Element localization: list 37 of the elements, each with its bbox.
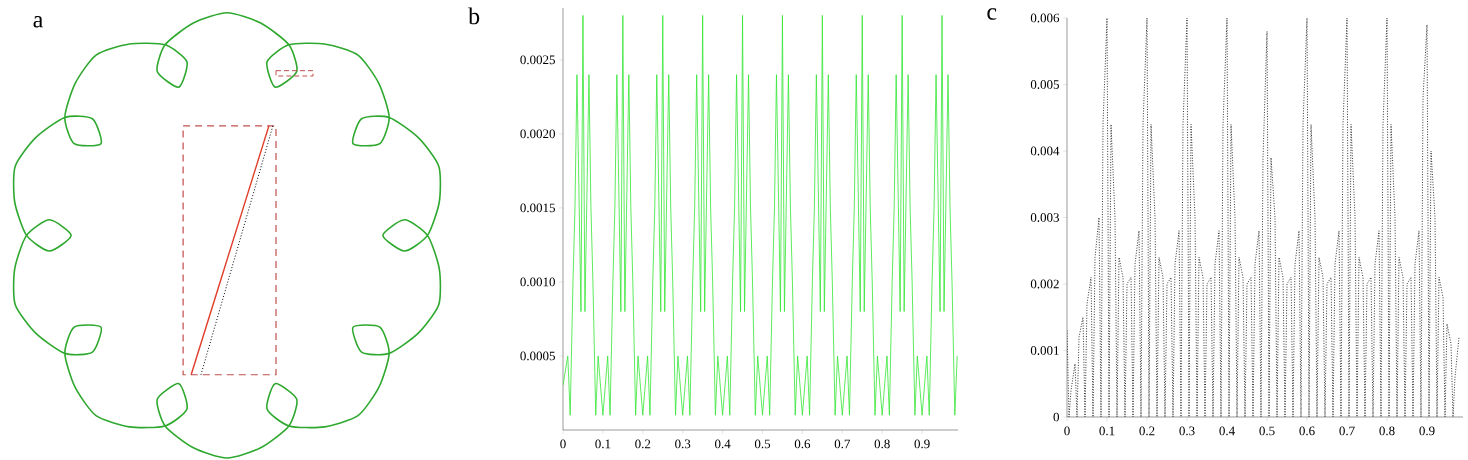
x-tick-label: 0.8	[1379, 426, 1395, 436]
x-tick-label: 0.6	[1299, 426, 1315, 436]
x-tick-label: 0.3	[675, 439, 691, 449]
x-tick-label: 0	[1064, 426, 1070, 436]
x-tick-label: 0.5	[754, 439, 771, 449]
x-tick-label: 0.7	[834, 439, 851, 449]
y-tick-label: 0.001	[1030, 346, 1059, 355]
x-tick-label: 0.2	[1139, 426, 1155, 436]
chart-title: c	[987, 8, 997, 20]
line-series	[563, 15, 958, 416]
x-tick-label: 0.2	[635, 439, 651, 449]
y-tick-label: 0.005	[1030, 80, 1059, 89]
x-tick-label: 0.9	[914, 439, 930, 449]
y-tick-label: 0.002	[1030, 279, 1059, 289]
y-tick-label: 0	[1053, 412, 1059, 422]
x-tick-label: 0.4	[1219, 426, 1235, 436]
x-tick-label: 0.9	[1419, 426, 1435, 436]
x-tick-label: 0.4	[715, 439, 731, 449]
chart-title: b	[468, 7, 480, 25]
x-tick-label: 0.1	[595, 439, 611, 449]
y-tick-label: 0.0015	[520, 203, 555, 213]
x-tick-label: 0.3	[1179, 426, 1195, 436]
x-tick-label: 0.6	[794, 439, 811, 449]
y-tick-label: 0.0025	[520, 55, 555, 65]
x-tick-label: 0.1	[1099, 426, 1115, 436]
y-tick-label: 0.004	[1030, 146, 1060, 156]
x-tick-label: 0.5	[1259, 426, 1275, 436]
x-tick-label: 0.8	[874, 439, 890, 449]
y-tick-label: 0.003	[1030, 213, 1059, 222]
y-tick-label: 0.0010	[520, 277, 555, 287]
x-tick-label: 0.7	[1339, 426, 1355, 436]
line-series	[1067, 18, 1460, 417]
y-tick-label: 0.0020	[520, 129, 555, 139]
y-tick-label: 0.006	[1030, 13, 1060, 23]
x-tick-label: 0	[560, 439, 566, 449]
text: a	[33, 16, 43, 28]
y-tick-label: 0.0005	[520, 351, 555, 361]
